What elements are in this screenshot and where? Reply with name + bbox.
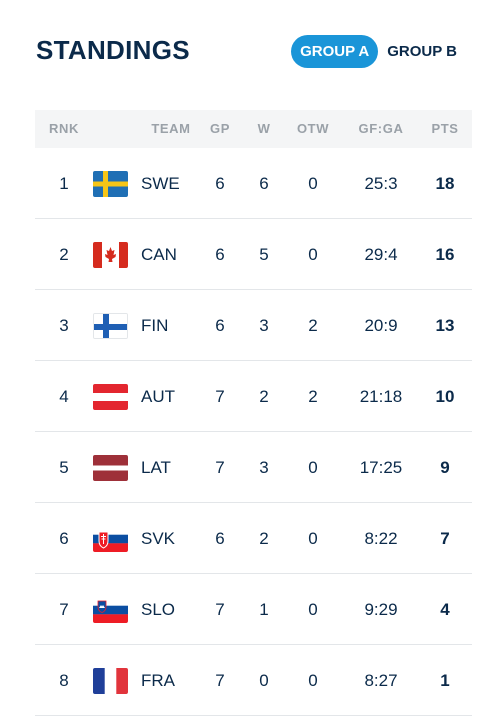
- rank-cell: 8: [59, 671, 69, 690]
- pts-cell: 13: [435, 316, 455, 335]
- w-cell: 3: [259, 458, 269, 477]
- column-header-gfga: GF:GA: [358, 121, 404, 136]
- table-row[interactable]: 6 SVK 6 2 0 8:22 7: [35, 503, 472, 574]
- otw-cell: 0: [308, 458, 318, 477]
- gfga-cell: 25:3: [364, 174, 398, 193]
- latvia-flag-icon: [93, 455, 128, 481]
- column-header-pts: PTS: [431, 121, 459, 136]
- gfga-cell: 17:25: [359, 458, 403, 477]
- gfga-cell: 29:4: [364, 245, 398, 264]
- table-row[interactable]: 7 SLO 7 1 0 9:29 4: [35, 574, 472, 645]
- standings-header: STANDINGS GROUP A GROUP B: [36, 34, 472, 68]
- pts-cell: 16: [435, 245, 455, 264]
- column-header-team: TEAM: [151, 121, 191, 136]
- column-header-rnk: RNK: [49, 121, 79, 136]
- w-cell: 0: [259, 671, 269, 690]
- group-tabs: GROUP A GROUP B: [291, 34, 466, 68]
- gp-cell: 6: [215, 174, 225, 193]
- table-row[interactable]: 5 LAT 7 3 0 17:25 9: [35, 432, 472, 503]
- rank-cell: 6: [59, 529, 69, 548]
- table-row[interactable]: 1 SWE 6 6 0 25:3 18: [35, 148, 472, 219]
- pts-cell: 10: [435, 387, 455, 406]
- team-name: CAN: [141, 245, 177, 264]
- table-row[interactable]: 4 AUT 7 2 2 21:18 10: [35, 361, 472, 432]
- otw-cell: 0: [308, 529, 318, 548]
- otw-cell: 2: [308, 316, 318, 335]
- team-name: SWE: [141, 174, 180, 193]
- w-cell: 2: [259, 529, 269, 548]
- rank-cell: 7: [59, 600, 69, 619]
- column-header-w: W: [257, 121, 271, 136]
- gfga-cell: 8:22: [364, 529, 398, 548]
- otw-cell: 0: [308, 671, 318, 690]
- team-name: LAT: [141, 458, 171, 477]
- pts-cell: 1: [440, 671, 450, 690]
- table-row[interactable]: 2 CAN 6 5 0 29:4 16: [35, 219, 472, 290]
- gp-cell: 7: [215, 671, 225, 690]
- slovenia-flag-icon: [93, 597, 128, 623]
- table-header: RNK TEAM GP W OTW GF:GA PTS: [35, 110, 472, 148]
- team-name: AUT: [141, 387, 175, 406]
- rank-cell: 3: [59, 316, 69, 335]
- w-cell: 6: [259, 174, 269, 193]
- column-header-otw: OTW: [296, 121, 330, 136]
- otw-cell: 2: [308, 387, 318, 406]
- gp-cell: 7: [215, 600, 225, 619]
- gp-cell: 6: [215, 245, 225, 264]
- w-cell: 3: [259, 316, 269, 335]
- rank-cell: 1: [59, 174, 69, 193]
- tab-group-a[interactable]: GROUP A: [291, 34, 379, 68]
- table-row[interactable]: 8 FRA 7 0 0 8:27 1: [35, 645, 472, 716]
- pts-cell: 4: [440, 600, 450, 619]
- finland-flag-icon: [93, 313, 128, 339]
- slovakia-flag-icon: [93, 526, 128, 552]
- gfga-cell: 9:29: [364, 600, 398, 619]
- pts-cell: 18: [435, 174, 455, 193]
- gfga-cell: 21:18: [359, 387, 403, 406]
- column-header-gp: GP: [210, 121, 230, 136]
- sweden-flag-icon: [93, 171, 128, 197]
- gfga-cell: 8:27: [364, 671, 398, 690]
- w-cell: 2: [259, 387, 269, 406]
- tab-group-b[interactable]: GROUP B: [387, 42, 457, 60]
- gfga-cell: 20:9: [364, 316, 398, 335]
- team-name: SVK: [141, 529, 176, 548]
- gp-cell: 7: [215, 387, 225, 406]
- otw-cell: 0: [308, 600, 318, 619]
- gp-cell: 7: [215, 458, 225, 477]
- austria-flag-icon: [93, 384, 128, 410]
- team-name: FRA: [141, 671, 175, 690]
- standings-table: RNK TEAM GP W OTW GF:GA PTS 1 SWE 6 6 0 …: [35, 110, 472, 716]
- page-title: STANDINGS: [36, 35, 190, 65]
- table-row[interactable]: 3 FIN 6 3 2 20:9 13: [35, 290, 472, 361]
- pts-cell: 9: [440, 458, 450, 477]
- gp-cell: 6: [215, 316, 225, 335]
- canada-flag-icon: [93, 242, 128, 268]
- rank-cell: 5: [59, 458, 69, 477]
- france-flag-icon: [93, 668, 128, 694]
- gp-cell: 6: [215, 529, 225, 548]
- rank-cell: 2: [59, 245, 69, 264]
- team-name: FIN: [141, 316, 169, 335]
- w-cell: 1: [259, 600, 269, 619]
- rank-cell: 4: [59, 387, 69, 406]
- otw-cell: 0: [308, 245, 318, 264]
- otw-cell: 0: [308, 174, 318, 193]
- team-name: SLO: [141, 600, 176, 619]
- pts-cell: 7: [440, 529, 450, 548]
- w-cell: 5: [259, 245, 269, 264]
